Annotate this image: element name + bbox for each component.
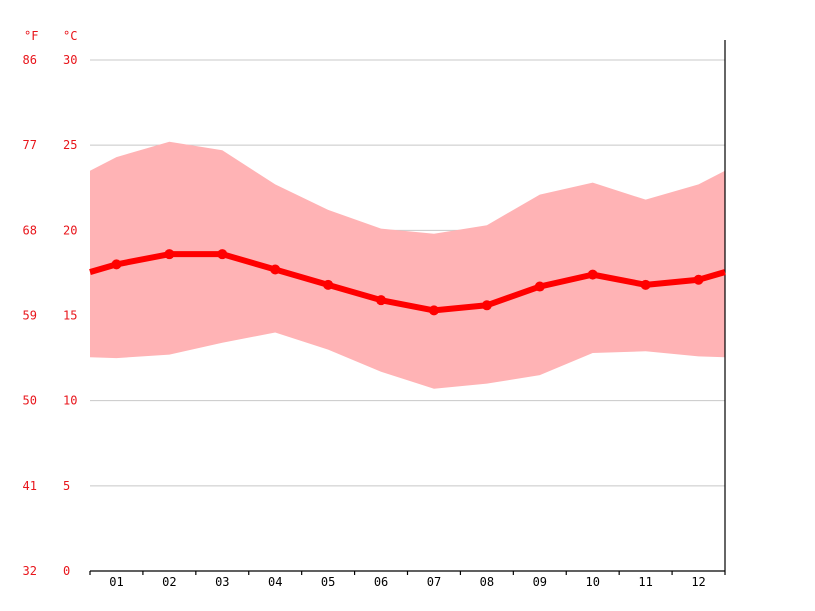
y-tick-c-6: 30 <box>63 53 77 67</box>
unit-fahrenheit: °F <box>24 29 38 43</box>
mean-temperature-points <box>111 249 704 316</box>
y-tick-f-3: 59 <box>23 309 37 323</box>
y-tick-c-0: 0 <box>63 564 70 578</box>
x-tick-label-01: 01 <box>109 575 123 589</box>
y-tick-f-0: 32 <box>23 564 37 578</box>
y-tick-c-2: 10 <box>63 394 77 408</box>
mean-point-09 <box>534 281 545 292</box>
x-tick-label-02: 02 <box>162 575 176 589</box>
x-tick-label-11: 11 <box>638 575 652 589</box>
x-tick-label-09: 09 <box>533 575 547 589</box>
mean-temperature-line <box>89 251 726 314</box>
mean-point-06 <box>376 295 387 306</box>
x-tick-label-12: 12 <box>691 575 705 589</box>
y-tick-c-5: 25 <box>63 138 77 152</box>
mean-point-08 <box>481 300 492 311</box>
x-tick-label-05: 05 <box>321 575 335 589</box>
y-tick-c-4: 20 <box>63 223 77 237</box>
mean-point-02 <box>164 249 175 260</box>
y-tick-c-3: 15 <box>63 309 77 323</box>
mean-point-01 <box>111 259 122 270</box>
x-tick-label-06: 06 <box>374 575 388 589</box>
mean-point-11 <box>640 279 651 290</box>
x-tick-labels: 01 02 03 04 05 06 07 08 09 10 11 12 <box>109 575 706 589</box>
x-tick-label-04: 04 <box>268 575 282 589</box>
mean-point-03 <box>217 249 228 260</box>
x-tick-label-03: 03 <box>215 575 229 589</box>
mean-point-12 <box>693 274 704 285</box>
mean-point-10 <box>587 269 598 280</box>
axes <box>89 40 726 575</box>
y-tick-f-1: 41 <box>23 479 37 493</box>
temperature-range-area <box>90 141 725 389</box>
y-tick-labels: 32 0 41 5 50 10 59 15 68 20 77 25 86 30 <box>23 53 78 578</box>
y-tick-c-1: 5 <box>63 479 70 493</box>
y-tick-f-2: 50 <box>23 394 37 408</box>
y-tick-f-5: 77 <box>23 138 37 152</box>
mean-point-05 <box>323 279 334 290</box>
x-tick-label-10: 10 <box>585 575 599 589</box>
mean-point-07 <box>428 305 439 316</box>
x-tick-label-07: 07 <box>427 575 441 589</box>
y-tick-f-4: 68 <box>23 223 37 237</box>
x-tick-label-08: 08 <box>480 575 494 589</box>
unit-celsius: °C <box>63 29 77 43</box>
y-tick-f-6: 86 <box>23 53 37 67</box>
mean-point-04 <box>270 264 281 275</box>
